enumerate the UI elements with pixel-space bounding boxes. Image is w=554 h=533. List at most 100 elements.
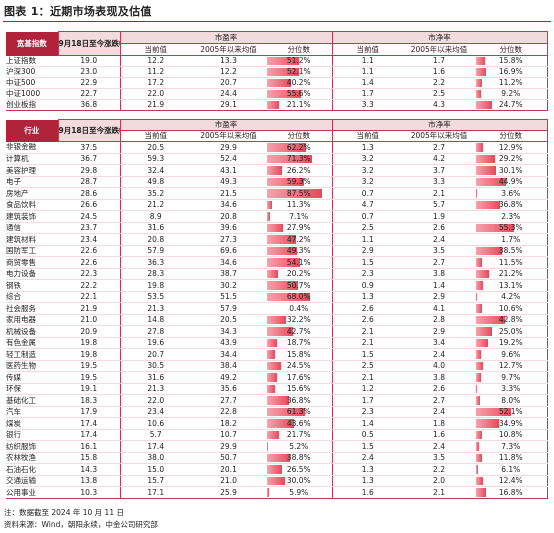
pe-mean-value: 20.8 xyxy=(191,210,266,223)
row-name: 传媒 xyxy=(6,371,58,384)
pb-mean-value: 1.8 xyxy=(403,417,476,430)
pe-percentile-value: 18.7% xyxy=(266,337,333,349)
pe-mean-value: 57.9 xyxy=(191,302,266,315)
pb-current-value: 1.7 xyxy=(331,394,404,407)
percentile-text: 13.1% xyxy=(498,280,523,290)
pb-current-value: 2.1 xyxy=(331,337,404,349)
percentile-text: 9.7% xyxy=(501,372,521,382)
industry-pb-current-header: 当前值 xyxy=(331,130,404,142)
percentile-bar xyxy=(267,281,299,290)
change-value: 21.9 xyxy=(58,302,120,315)
change-value: 17.4 xyxy=(58,429,120,441)
row-name: 煤炭 xyxy=(6,417,58,430)
percentile-bar xyxy=(476,373,481,382)
table-row: 建筑材料 23.4 20.8 27.3 47.2% 1.1 2.4 1.7% xyxy=(6,233,548,246)
table-row: 房地产 28.6 35.2 21.5 87.5% 0.7 2.1 3.6% xyxy=(6,187,548,200)
index-pe-group-header: 市盈率 xyxy=(119,31,333,44)
pe-mean-value: 39.6 xyxy=(191,222,266,234)
percentile-text: 11.8% xyxy=(498,453,523,462)
percentile-bar xyxy=(476,223,514,232)
percentile-bar xyxy=(476,442,480,451)
title-rule xyxy=(3,21,551,22)
percentile-text: 9.6% xyxy=(501,349,521,359)
pb-percentile-value: 1.7% xyxy=(475,233,548,246)
pe-mean-value: 43.1 xyxy=(191,164,266,177)
row-name: 创业板指 xyxy=(6,99,58,111)
pb-mean-value: 2.1 xyxy=(403,486,476,499)
pb-current-value: 1.4 xyxy=(331,77,404,89)
change-value: 10.3 xyxy=(58,486,120,499)
table-row: 传媒 19.5 31.6 49.2 17.6% 2.1 3.8 9.7% xyxy=(6,371,548,384)
pb-mean-value: 5.7 xyxy=(403,199,476,211)
table-row: 汽车 17.9 23.4 22.8 61.3% 2.3 2.4 52.1% xyxy=(6,406,548,418)
percentile-text: 52.1% xyxy=(286,67,311,77)
table-row: 上证指数 19.0 12.2 13.3 51.2% 1.1 1.7 15.8% xyxy=(6,55,548,67)
pb-current-value: 2.1 xyxy=(331,371,404,384)
percentile-text: 44.9% xyxy=(498,177,523,186)
pe-percentile-value: 0.4% xyxy=(266,302,333,315)
pb-mean-value: 4.3 xyxy=(403,99,476,111)
pe-current-value: 21.9 xyxy=(119,99,191,111)
percentile-bar xyxy=(476,315,505,324)
percentile-text: 42.8% xyxy=(498,315,523,324)
pe-mean-value: 13.3 xyxy=(191,55,266,67)
percentile-text: 21.1% xyxy=(286,100,311,110)
pb-mean-value: 2.4 xyxy=(403,440,476,453)
percentile-bar xyxy=(476,79,483,87)
percentile-text: 0.4% xyxy=(289,303,309,313)
pe-current-value: 20.5 xyxy=(119,141,191,154)
change-value: 19.8 xyxy=(58,337,120,349)
index-pb-pctile-header: 分位数 xyxy=(475,43,548,56)
percentile-bar xyxy=(267,465,283,474)
pe-mean-value: 21.0 xyxy=(191,475,266,487)
pb-percentile-value: 12.4% xyxy=(475,475,548,487)
change-value: 28.6 xyxy=(58,187,120,200)
percentile-bar xyxy=(476,143,484,152)
pb-percentile-value: 21.2% xyxy=(475,268,548,280)
pb-percentile-value: 38.5% xyxy=(475,245,548,257)
change-value: 36.7 xyxy=(58,153,120,165)
pe-current-value: 57.9 xyxy=(119,245,191,257)
change-value: 22.9 xyxy=(58,77,120,89)
pe-mean-value: 29.9 xyxy=(191,141,266,154)
pb-percentile-value: 13.1% xyxy=(475,279,548,292)
pb-percentile-value: 36.8% xyxy=(475,199,548,211)
percentile-bar xyxy=(267,223,284,232)
table-row: 通信 23.7 31.6 39.6 27.9% 2.5 2.6 55.3% xyxy=(6,222,548,234)
pe-current-value: 15.0 xyxy=(119,463,191,476)
row-name: 银行 xyxy=(6,429,58,441)
row-name: 基础化工 xyxy=(6,394,58,407)
percentile-text: 15.8% xyxy=(498,56,523,66)
table-row: 国防军工 22.6 57.9 69.6 49.3% 2.9 3.5 38.5% xyxy=(6,245,548,257)
percentile-bar xyxy=(476,68,487,76)
pe-current-value: 10.6 xyxy=(119,417,191,430)
percentile-text: 4.2% xyxy=(501,292,521,301)
change-value: 19.8 xyxy=(58,348,120,361)
percentile-bar xyxy=(267,200,273,209)
industry-pb-pctile-header: 分位数 xyxy=(475,130,548,142)
pb-mean-value: 2.1 xyxy=(403,187,476,200)
pb-current-value: 1.2 xyxy=(331,383,404,395)
table-row: 美容护理 29.8 32.4 43.1 26.2% 3.2 3.7 30.1% xyxy=(6,164,548,177)
pb-current-value: 0.7 xyxy=(331,210,404,223)
percentile-bar xyxy=(267,476,285,485)
pe-current-value: 17.2 xyxy=(119,77,191,89)
percentile-bar xyxy=(267,57,299,65)
percentile-bar xyxy=(476,396,480,405)
change-value: 19.1 xyxy=(58,383,120,395)
percentile-text: 3.3% xyxy=(501,384,521,393)
pe-percentile-value: 17.6% xyxy=(266,371,333,384)
pe-mean-value: 50.7 xyxy=(191,452,266,464)
index-column-header: 宽基指数 xyxy=(6,31,58,56)
table-row: 公用事业 10.3 17.1 25.9 5.9% 1.6 2.1 16.8% xyxy=(6,486,548,499)
pe-current-value: 22.0 xyxy=(119,394,191,407)
row-name: 商贸零售 xyxy=(6,256,58,269)
percentile-bar xyxy=(267,361,282,370)
percentile-bar xyxy=(267,292,310,301)
pe-mean-value: 49.3 xyxy=(191,176,266,188)
pe-current-value: 35.2 xyxy=(119,187,191,200)
pe-percentile-value: 21.7% xyxy=(266,429,333,441)
pe-percentile-value: 62.2% xyxy=(266,141,333,154)
percentile-text: 15.6% xyxy=(286,384,311,393)
pe-current-value: 21.2 xyxy=(119,199,191,211)
